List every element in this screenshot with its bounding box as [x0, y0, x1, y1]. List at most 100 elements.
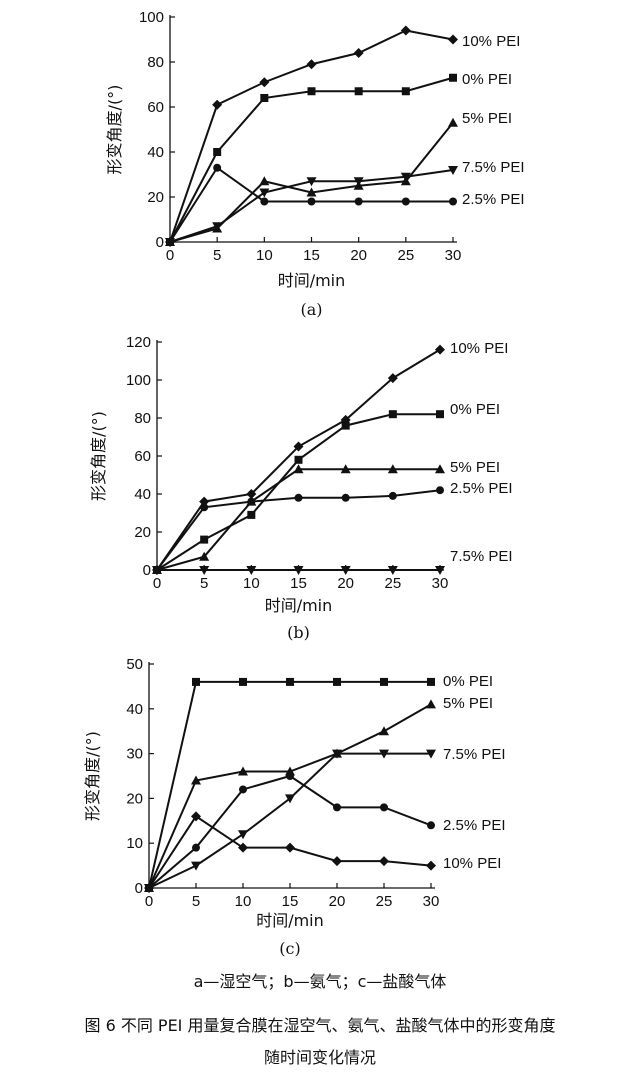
data-point [239, 785, 247, 794]
data-point [448, 34, 458, 45]
data-point [238, 830, 248, 840]
y-tick-label: 80 [147, 54, 164, 71]
data-point [286, 772, 294, 780]
y-axis-title: 形变角度/(°) [83, 731, 102, 821]
data-point [306, 177, 317, 187]
data-point [286, 677, 294, 686]
data-point [341, 421, 350, 430]
data-point [200, 535, 209, 544]
series-label: 7.5% PEI [462, 159, 525, 176]
data-point [332, 749, 342, 759]
data-point [401, 197, 410, 206]
data-point [436, 486, 444, 495]
x-tick-label: 20 [337, 575, 354, 592]
y-tick-label: 120 [126, 334, 151, 351]
x-tick-label: 30 [432, 575, 449, 592]
data-point [212, 222, 223, 232]
x-axis-title: 时间/min [265, 596, 333, 615]
series-line [156, 468, 440, 571]
panel-label: (c) [279, 939, 300, 958]
data-point [400, 25, 411, 36]
figure-caption-line2: 随时间变化情况 [263, 1048, 376, 1067]
x-tick-label: 15 [303, 247, 320, 264]
panel-label: (a) [300, 300, 322, 319]
x-tick-label: 10 [235, 893, 252, 910]
data-point [199, 551, 210, 561]
data-point [293, 566, 304, 575]
y-tick-label: 20 [134, 524, 151, 541]
data-point [448, 117, 458, 127]
data-point [152, 566, 162, 575]
series-0PEI: 0% PEI [145, 673, 493, 892]
series-label: 0% PEI [450, 401, 500, 418]
x-tick-label: 25 [384, 575, 401, 592]
series-label: 7.5% PEI [450, 548, 513, 565]
series-label: 0% PEI [443, 673, 493, 690]
data-point [259, 188, 270, 198]
series-label: 5% PEI [462, 110, 512, 127]
data-point [213, 163, 222, 172]
x-tick-label: 25 [397, 247, 414, 264]
panel-label: (b) [287, 623, 310, 642]
y-axis-title: 形变角度/(°) [105, 85, 124, 175]
data-point [144, 883, 154, 893]
series-label: 2.5% PEI [450, 480, 513, 497]
y-tick-label: 20 [147, 189, 164, 206]
y-tick-label: 60 [147, 99, 164, 116]
data-point [260, 197, 269, 206]
data-point [340, 566, 351, 575]
data-point [448, 166, 458, 175]
data-point [353, 48, 364, 58]
x-tick-label: 30 [423, 893, 440, 910]
y-tick-label: 40 [147, 144, 164, 161]
data-point [388, 410, 397, 419]
y-tick-label: 100 [126, 372, 151, 389]
x-tick-label: 5 [213, 247, 221, 264]
data-point [293, 464, 304, 474]
data-point [379, 856, 389, 867]
data-point [191, 811, 201, 822]
data-point [379, 749, 389, 759]
data-point [427, 677, 435, 686]
data-point [426, 860, 436, 871]
x-tick-label: 25 [376, 893, 393, 910]
series-2-5PEI: 2.5% PEI [145, 772, 506, 892]
y-tick-label: 100 [139, 9, 164, 26]
data-point [200, 503, 209, 512]
chart-panel-a: 0 5 10 15 20 25 30 0 20 40 60 80 100 时间/min 形变角度/(°) (a… [105, 9, 525, 319]
series-10PEI: 10% PEI [165, 25, 520, 247]
series-line [169, 76, 454, 243]
y-tick-label: 60 [134, 448, 151, 465]
series-label: 5% PEI [443, 695, 493, 712]
data-point [354, 87, 363, 96]
data-point [401, 87, 410, 96]
series-label: 5% PEI [450, 459, 500, 476]
data-point [435, 464, 445, 474]
y-tick-label: 0 [156, 234, 164, 251]
data-point [199, 496, 210, 507]
figure-caption-line1: 图 6 不同 PEI 用量复合膜在湿空气、氨气、盐酸气体中的形变角度 [84, 1016, 556, 1035]
data-point [333, 803, 341, 812]
data-point [426, 749, 436, 759]
series-line [148, 680, 431, 889]
data-point [238, 842, 248, 853]
series-label: 2.5% PEI [443, 817, 506, 834]
x-tick-label: 20 [350, 247, 367, 264]
x-tick-label: 15 [282, 893, 299, 910]
data-point [388, 491, 397, 500]
data-point [294, 455, 303, 464]
x-axis-title: 时间/min [256, 911, 324, 930]
y-tick-label: 0 [143, 562, 151, 579]
data-point [426, 699, 436, 709]
x-tick-label: 10 [243, 575, 260, 592]
y-tick-label: 80 [134, 410, 151, 427]
data-point [380, 803, 388, 812]
y-axis-title: 形变角度/(°) [89, 411, 108, 501]
x-tick-label: 10 [256, 247, 273, 264]
x-tick-label: 5 [192, 893, 200, 910]
data-point [400, 172, 411, 182]
legend-text: a—湿空气；b—氨气；c—盐酸气体 [193, 972, 447, 991]
y-tick-label: 40 [126, 701, 143, 718]
series-0PEI: 0% PEI [153, 401, 500, 574]
data-point [387, 464, 398, 474]
